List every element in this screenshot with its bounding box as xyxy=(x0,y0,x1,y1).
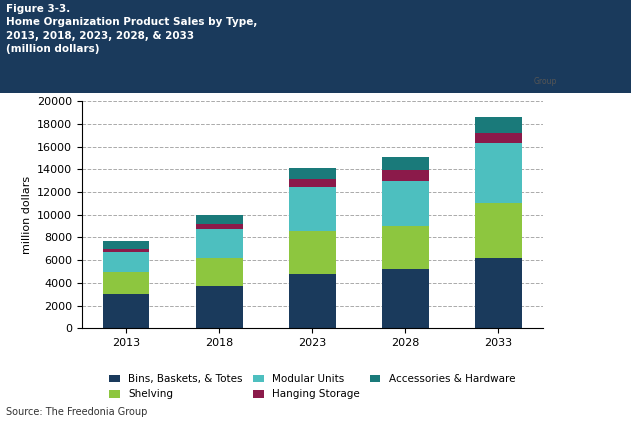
Bar xyxy=(382,171,428,181)
Bar xyxy=(382,181,428,226)
Bar xyxy=(382,226,428,269)
Bar xyxy=(103,241,150,249)
Text: Figure 3-3.
Home Organization Product Sales by Type,
2013, 2018, 2023, 2028, & 2: Figure 3-3. Home Organization Product Sa… xyxy=(6,4,257,54)
Bar xyxy=(475,117,522,133)
Bar xyxy=(492,71,515,77)
Bar xyxy=(289,179,336,187)
Bar xyxy=(196,286,242,328)
Text: Freedonia: Freedonia xyxy=(533,65,584,74)
Bar xyxy=(289,187,336,231)
Bar xyxy=(492,58,530,65)
Text: Group: Group xyxy=(533,77,557,85)
Bar xyxy=(289,274,336,328)
Bar xyxy=(289,231,336,274)
Bar xyxy=(103,294,150,328)
Bar xyxy=(103,252,150,272)
Bar xyxy=(475,143,522,203)
Y-axis label: million dollars: million dollars xyxy=(21,176,32,254)
Bar xyxy=(475,203,522,258)
Legend: Bins, Baskets, & Totes, Shelving, Modular Units, Hanging Storage, Accessories & : Bins, Baskets, & Totes, Shelving, Modula… xyxy=(105,370,519,403)
Bar xyxy=(382,269,428,328)
Bar xyxy=(103,272,150,294)
Bar xyxy=(196,224,242,229)
Bar xyxy=(382,157,428,171)
Text: Source: The Freedonia Group: Source: The Freedonia Group xyxy=(6,407,148,417)
Bar xyxy=(475,133,522,143)
Bar xyxy=(289,168,336,179)
Bar xyxy=(196,258,242,286)
Bar xyxy=(196,229,242,258)
Bar xyxy=(196,215,242,224)
Bar xyxy=(475,258,522,328)
Bar xyxy=(103,249,150,252)
